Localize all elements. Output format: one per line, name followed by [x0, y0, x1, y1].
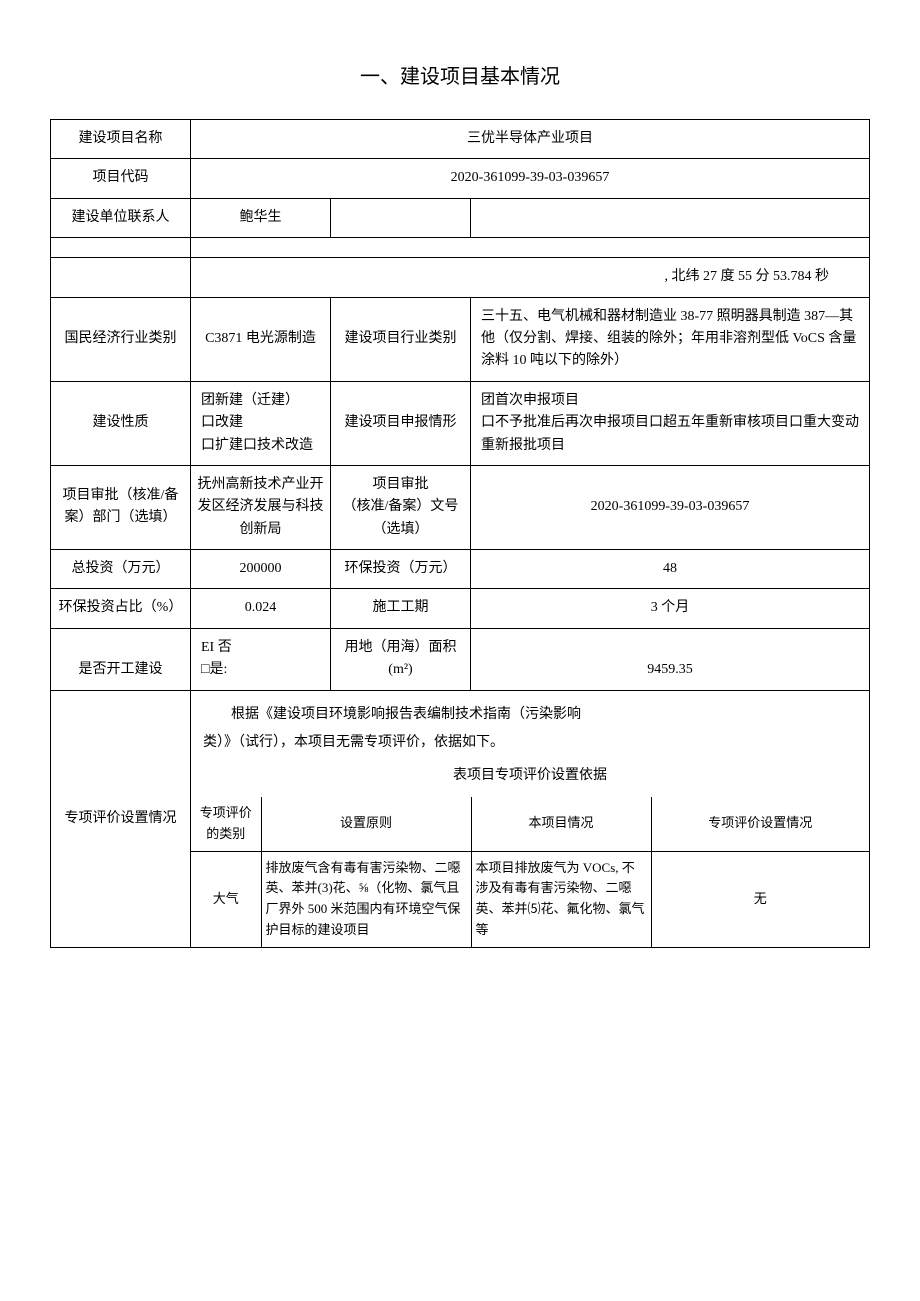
label-ratio2: 施工工期 — [331, 589, 471, 628]
label-industry2: 建设项目行业类别 — [331, 297, 471, 381]
row-ratio: 环保投资占比（%） 0.024 施工工期 3 个月 — [51, 589, 870, 628]
label-nature2: 建设项目申报情形 — [331, 381, 471, 465]
empty-cell — [51, 238, 191, 258]
value-contact: 鲍华生 — [191, 198, 331, 237]
value-industry: C3871 电光源制造 — [191, 297, 331, 381]
label-started2: 用地（用海）面积 (m²) — [331, 628, 471, 690]
special-eval-intro: 根据《建设项目环境影响报告表编制技术指南（污染影响 类）》（试行），本项目无需专… — [191, 690, 870, 797]
label-investment2: 环保投资（万元） — [331, 550, 471, 589]
inner-header-principle: 设置原则 — [261, 797, 471, 851]
label-special-eval: 专项评价设置情况 — [51, 690, 191, 947]
value-nature: 团新建（迁建） 口改建 口扩建口技术改造 — [191, 381, 331, 465]
inner-result: 无 — [651, 851, 869, 947]
empty-cell — [331, 198, 471, 237]
value-investment: 200000 — [191, 550, 331, 589]
inner-eval-table: 专项评价的类别 设置原则 本项目情况 专项评价设置情况 大气 排放废气含有毒有害… — [191, 797, 869, 947]
label-approval2: 项目审批 （核准/备案）文号（选填） — [331, 465, 471, 549]
inner-situation: 本项目排放废气为 VOCs, 不涉及有毒有害污染物、二噁英、苯并⑸花、氟化物、氯… — [471, 851, 651, 947]
empty-cell — [51, 258, 191, 297]
row-approval: 项目审批（核准/备案）部门（选填） 抚州高新技术产业开发区经济发展与科技创新局 … — [51, 465, 870, 549]
label-project-name: 建设项目名称 — [51, 120, 191, 159]
row-investment: 总投资（万元） 200000 环保投资（万元） 48 — [51, 550, 870, 589]
label-contact: 建设单位联系人 — [51, 198, 191, 237]
value-ratio: 0.024 — [191, 589, 331, 628]
row-location: , 北纬 27 度 55 分 53.784 秒 — [51, 258, 870, 297]
label-project-code: 项目代码 — [51, 159, 191, 198]
row-empty — [51, 238, 870, 258]
value-location: , 北纬 27 度 55 分 53.784 秒 — [191, 258, 870, 297]
value-ratio2: 3 个月 — [471, 589, 870, 628]
value-started: EI 否 □是: — [191, 628, 331, 690]
value-industry2: 三十五、电气机械和器材制造业 38-77 照明器具制造 387—其他（仅分割、焊… — [471, 297, 870, 381]
value-nature2: 团首次申报项目 口不予批准后再次申报项目口超五年重新审核项目口重大变动重新报批项… — [471, 381, 870, 465]
page-title: 一、建设项目基本情况 — [50, 60, 870, 89]
label-ratio: 环保投资占比（%） — [51, 589, 191, 628]
label-nature: 建设性质 — [51, 381, 191, 465]
value-approval: 抚州高新技术产业开发区经济发展与科技创新局 — [191, 465, 331, 549]
value-project-code: 2020-361099-39-03-039657 — [191, 159, 870, 198]
inner-data-row: 大气 排放废气含有毒有害污染物、二噁英、苯并(3)花、⅝（化物、氯气且厂界外 5… — [191, 851, 869, 947]
row-contact: 建设单位联系人 鲍华生 — [51, 198, 870, 237]
inner-category: 大气 — [191, 851, 261, 947]
empty-cell — [191, 238, 870, 258]
row-started: 是否开工建设 EI 否 □是: 用地（用海）面积 (m²) 9459.35 — [51, 628, 870, 690]
inner-header-situation: 本项目情况 — [471, 797, 651, 851]
inner-header-category: 专项评价的类别 — [191, 797, 261, 851]
value-approval2: 2020-361099-39-03-039657 — [471, 465, 870, 549]
label-approval: 项目审批（核准/备案）部门（选填） — [51, 465, 191, 549]
empty-cell — [471, 198, 870, 237]
row-project-name: 建设项目名称 三优半导体产业项目 — [51, 120, 870, 159]
value-started2: 9459.35 — [471, 628, 870, 690]
row-project-code: 项目代码 2020-361099-39-03-039657 — [51, 159, 870, 198]
label-industry: 国民经济行业类别 — [51, 297, 191, 381]
label-started: 是否开工建设 — [51, 628, 191, 690]
label-investment: 总投资（万元） — [51, 550, 191, 589]
row-special-eval: 专项评价设置情况 根据《建设项目环境影响报告表编制技术指南（污染影响 类）》（试… — [51, 690, 870, 797]
value-investment2: 48 — [471, 550, 870, 589]
main-table: 建设项目名称 三优半导体产业项目 项目代码 2020-361099-39-03-… — [50, 119, 870, 948]
value-project-name: 三优半导体产业项目 — [191, 120, 870, 159]
inner-header-result: 专项评价设置情况 — [651, 797, 869, 851]
intro-line1: 根据《建设项目环境影响报告表编制技术指南（污染影响 — [203, 701, 857, 729]
row-nature: 建设性质 团新建（迁建） 口改建 口扩建口技术改造 建设项目申报情形 团首次申报… — [51, 381, 870, 465]
sub-table-title: 表项目专项评价设置依据 — [203, 765, 857, 787]
inner-header-row: 专项评价的类别 设置原则 本项目情况 专项评价设置情况 — [191, 797, 869, 851]
intro-line2: 类）》（试行），本项目无需专项评价，依据如下。 — [203, 729, 857, 757]
inner-principle: 排放废气含有毒有害污染物、二噁英、苯并(3)花、⅝（化物、氯气且厂界外 500 … — [261, 851, 471, 947]
row-industry: 国民经济行业类别 C3871 电光源制造 建设项目行业类别 三十五、电气机械和器… — [51, 297, 870, 381]
